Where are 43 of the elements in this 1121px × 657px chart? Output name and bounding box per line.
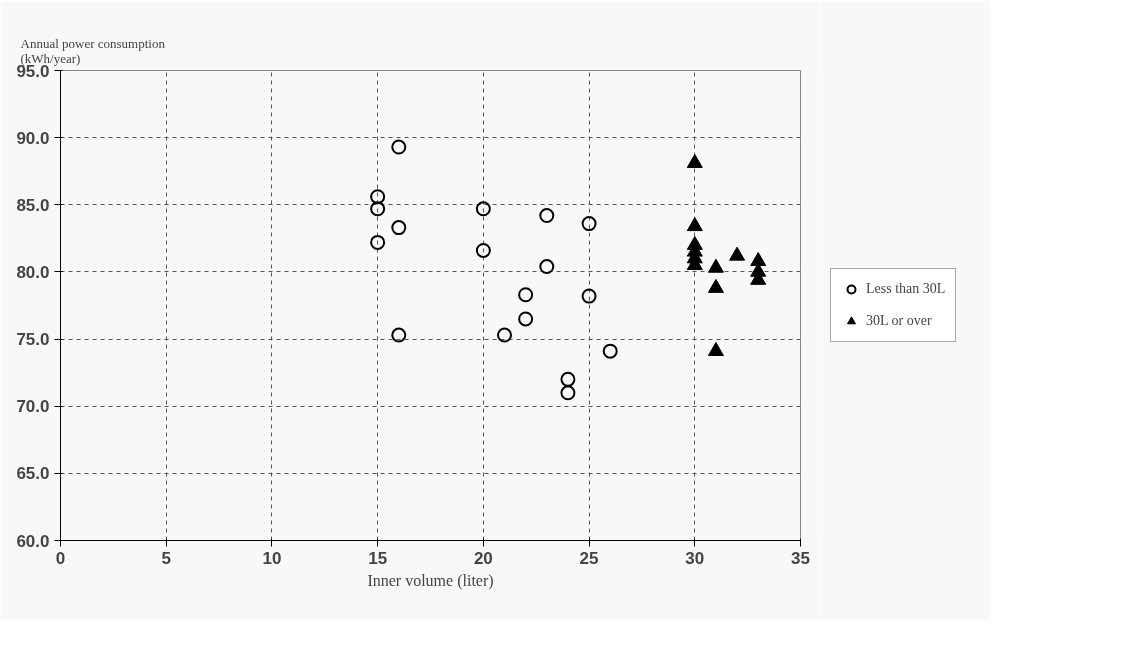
legend-label: 30L or over (866, 313, 932, 329)
x-axis-title: Inner volume (liter) (367, 571, 494, 590)
point (581, 216, 597, 232)
x-tick-label: 25 (579, 548, 599, 568)
point (370, 189, 386, 205)
y-tick-label: 65.0 (16, 464, 50, 484)
x-tick-label: 10 (262, 548, 282, 568)
y-tick-label: 60.0 (16, 531, 50, 551)
point (370, 234, 386, 250)
point (497, 327, 512, 343)
x-tick-label: 0 (55, 548, 66, 568)
point (539, 259, 555, 275)
point (391, 139, 407, 155)
point (370, 201, 386, 217)
point (560, 385, 576, 401)
point (560, 371, 576, 387)
y-tick-label: 75.0 (16, 330, 50, 350)
point (707, 342, 724, 356)
y-tick-label: 70.0 (16, 397, 50, 417)
point (707, 278, 724, 293)
x-tick-label: 5 (161, 548, 171, 568)
point (686, 217, 703, 232)
point (707, 258, 724, 273)
x-tick-label: 30 (685, 548, 705, 568)
y-tick-label: 80.0 (16, 262, 50, 282)
point (391, 327, 407, 343)
point (686, 154, 703, 168)
point (518, 311, 534, 327)
y-tick-label: 85.0 (16, 195, 50, 215)
point (602, 343, 618, 359)
point (475, 242, 491, 258)
point (475, 201, 491, 217)
x-tick-label: 35 (791, 548, 810, 568)
point (750, 252, 767, 267)
y-tick-label: 90.0 (16, 128, 50, 148)
point (518, 287, 534, 303)
legend-label: Less than 30L (866, 281, 946, 297)
point (539, 208, 555, 224)
x-tick-label: 20 (473, 548, 493, 568)
x-tick-label: 15 (368, 548, 388, 568)
point (581, 288, 597, 304)
point (391, 220, 407, 236)
point (729, 246, 746, 261)
